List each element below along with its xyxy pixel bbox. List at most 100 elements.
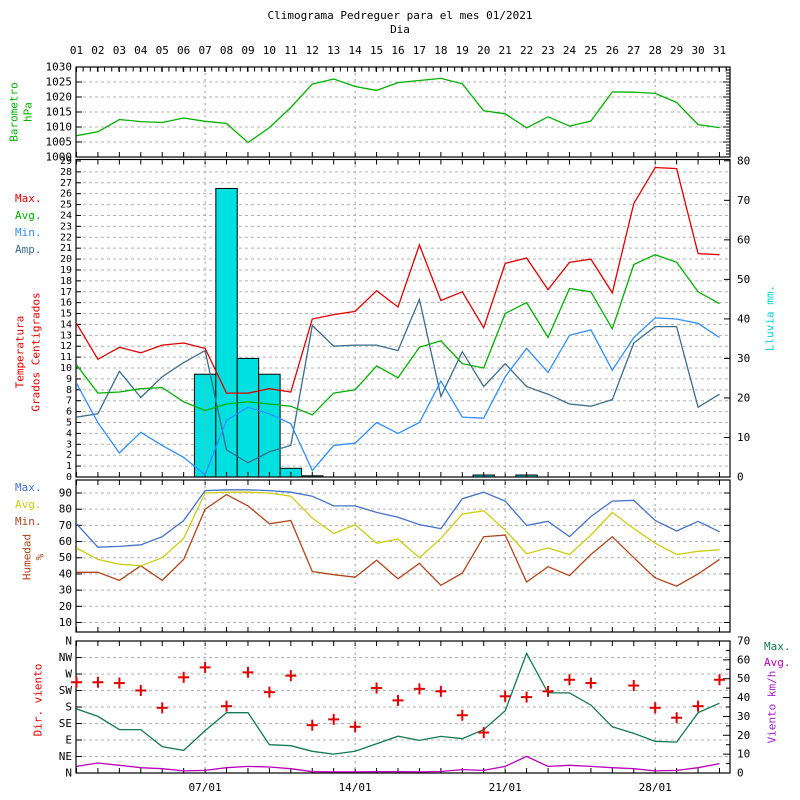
barometer-line: [76, 77, 720, 144]
temp-avg-line: [75, 253, 720, 416]
axis-tick-label: 29: [60, 156, 72, 167]
axis-tick-label: 1020: [46, 91, 73, 104]
axis-tick-label: 16: [60, 298, 72, 309]
axis-tick-label: 1015: [46, 106, 73, 119]
day-label: 01: [70, 44, 83, 57]
axis-tick-label: 23: [60, 221, 72, 232]
axis-tick-label: 60: [737, 233, 750, 246]
axis-tick-label: 12: [60, 341, 72, 352]
axis-tick-label: 1030: [46, 61, 73, 74]
legend-humidity-max: Max.: [15, 481, 42, 494]
wind-direction-tick-label: S: [65, 701, 72, 714]
axis-tick-label: 10: [59, 616, 72, 629]
legend-temp-avg: Avg.: [15, 209, 42, 222]
axis-tick-label: 20: [59, 600, 72, 613]
chart-subtitle: Dia: [390, 23, 410, 36]
day-label: 04: [134, 44, 148, 57]
axis-tick-label: 70: [737, 194, 750, 207]
axis-tick-label: 1010: [46, 121, 73, 134]
wind-direction-tick-label: W: [65, 668, 72, 681]
day-label: 09: [241, 44, 254, 57]
day-label: 03: [113, 44, 126, 57]
axis-tick-label: 8: [66, 385, 72, 396]
axis-tick-label: 28: [60, 167, 72, 178]
wind-direction-tick-label: N: [65, 635, 72, 648]
humidity-axis-label-line2: %: [33, 553, 47, 561]
axis-tick-label: 70: [59, 519, 72, 532]
date-label: 14/01: [339, 781, 372, 794]
axis-tick-label: 80: [737, 154, 750, 167]
day-label: 19: [456, 44, 469, 57]
axis-tick-label: 10: [60, 363, 72, 374]
axis-tick-label: 27: [60, 178, 72, 189]
axis-tick-label: 10: [737, 431, 750, 444]
axis-tick-label: 26: [60, 189, 72, 200]
rain-bar: [193, 373, 217, 478]
axis-tick-label: 3: [66, 439, 72, 450]
day-label: 20: [477, 44, 490, 57]
axis-tick-label: 2: [66, 450, 72, 461]
axis-tick-label: 22: [60, 232, 72, 243]
axis-tick-label: 70: [737, 635, 750, 648]
axis-tick-label: 1025: [46, 76, 73, 89]
axis-tick-label: 18: [60, 276, 72, 287]
axis-tick-label: 15: [60, 309, 72, 320]
day-label: 17: [413, 44, 426, 57]
wind-direction-tick-label: SW: [59, 684, 73, 697]
day-label: 25: [584, 44, 597, 57]
day-label: 05: [156, 44, 169, 57]
panel-frame: [75, 479, 731, 633]
wind-direction-tick-label: E: [65, 734, 72, 747]
legend-temp-max: Max.: [15, 192, 42, 205]
humidity-avg-line: [76, 491, 720, 567]
day-label: 06: [177, 44, 190, 57]
day-label: 26: [606, 44, 619, 57]
wind-avg-line: [76, 755, 720, 773]
legend-humidity-min: Min.: [15, 515, 42, 528]
legend-wind-avg: Avg.: [764, 656, 791, 669]
axis-tick-label: 10: [737, 748, 750, 761]
wind-direction-tick-label: N: [65, 767, 72, 780]
rain-bar: [215, 187, 238, 478]
temp-max-line: [75, 166, 720, 394]
axis-tick-label: 20: [60, 254, 72, 265]
axis-tick-label: 50: [737, 273, 750, 286]
day-label: 02: [91, 44, 104, 57]
barometer-axis-label-line1: Barometro: [7, 82, 21, 142]
temperature-axis-label-line2: Grados Centigrados: [29, 292, 43, 412]
day-label: 30: [691, 44, 704, 57]
axis-tick-label: 40: [59, 567, 72, 580]
day-label: 18: [434, 44, 447, 57]
axis-tick-label: 14: [60, 319, 72, 330]
barometer-axis-label-line2: hPa: [21, 102, 35, 122]
day-label: 27: [627, 44, 640, 57]
date-label: 28/01: [639, 781, 672, 794]
axis-tick-label: 6: [66, 407, 72, 418]
day-label: 16: [391, 44, 404, 57]
axis-tick-label: 19: [60, 265, 72, 276]
chart-title: Climograma Pedreguer para el mes 01/2021: [267, 9, 533, 22]
axis-tick-label: 30: [59, 584, 72, 597]
legend-temp-amp: Amp.: [15, 243, 42, 256]
axis-tick-label: 40: [737, 691, 750, 704]
axis-tick-label: 0: [66, 472, 72, 483]
axis-tick-label: 30: [737, 352, 750, 365]
axis-tick-label: 30: [737, 710, 750, 723]
axis-tick-label: 25: [60, 200, 72, 211]
axis-tick-label: 13: [60, 330, 72, 341]
axis-tick-label: 9: [66, 374, 72, 385]
axis-tick-label: 40: [737, 312, 750, 325]
panel-frame: [75, 158, 731, 478]
wind-direction-tick-label: NE: [59, 750, 72, 763]
temp-amp-line: [76, 297, 720, 464]
wind-max-line: [76, 651, 720, 755]
axis-tick-label: 21: [60, 243, 72, 254]
day-label: 08: [220, 44, 233, 57]
humidity-min-line: [76, 493, 720, 587]
legend-temp-min: Min.: [15, 226, 42, 239]
day-label: 22: [520, 44, 533, 57]
day-label: 24: [563, 44, 577, 57]
wind-speed-axis-label: Viento km/h: [765, 670, 779, 744]
day-label: 13: [327, 44, 340, 57]
